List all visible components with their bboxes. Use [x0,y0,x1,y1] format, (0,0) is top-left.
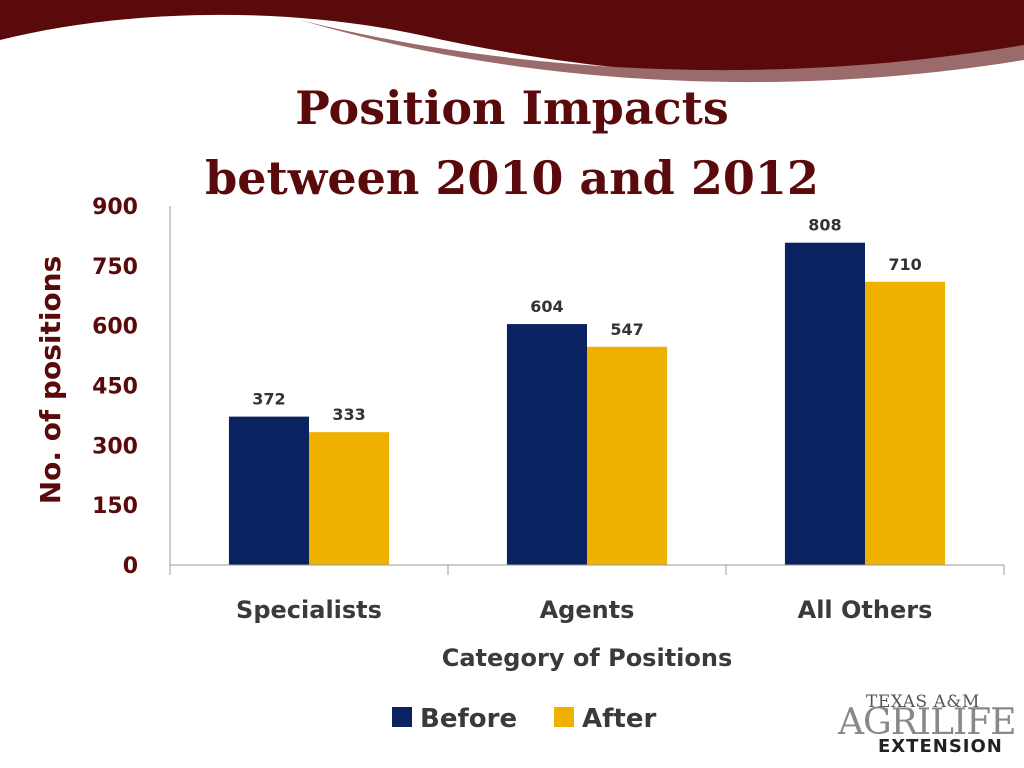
legend-swatch-before [392,707,412,727]
y-axis-title: No. of positions [34,256,67,505]
banner-wave-light [300,20,1024,83]
bar-before-agents [506,324,587,565]
x-tick-label: Specialists [236,596,382,624]
x-axis-category-labels: Specialists Agents All Others [236,596,932,624]
data-label: 710 [888,255,921,274]
data-label: 808 [808,216,841,235]
y-tick-label: 750 [92,255,138,280]
x-axis-title: Category of Positions [442,644,733,672]
banner-wave-dark [0,0,1024,77]
legend-swatch-after [554,707,574,727]
y-tick-label: 900 [92,195,138,220]
bar-after-agents [587,346,668,565]
y-tick-label: 300 [92,434,138,459]
legend-label-before: Before [420,704,517,734]
x-tick-label: Agents [540,596,635,624]
chart-bars [228,242,946,565]
header-banner [0,0,1024,83]
bar-after-specialists [309,432,390,565]
chart-legend: Before After [392,704,656,734]
slide-title-line1: Position Impacts [295,81,729,135]
data-label: 333 [332,405,365,424]
chart-data-labels: 372 333 604 547 808 710 [252,216,921,424]
agrilife-extension-logo: TEXAS A&M AGRILIFE EXTENSION [836,690,1016,760]
bar-before-specialists [228,416,309,565]
y-tick-label: 150 [92,494,138,519]
logo-line1: TEXAS A&M [866,692,980,712]
y-axis-ticks: 0 150 300 450 600 750 900 [92,195,138,579]
y-tick-label: 450 [92,375,138,400]
bar-after-all-others [865,281,946,565]
bar-before-all-others [784,242,865,565]
data-label: 547 [610,320,643,339]
y-tick-label: 600 [92,315,138,340]
data-label: 372 [252,390,285,409]
logo-line3: EXTENSION [878,736,1003,757]
legend-label-after: After [582,704,656,734]
slide-title-line2: between 2010 and 2012 [205,151,819,205]
data-label: 604 [530,297,563,316]
x-tick-label: All Others [798,596,933,624]
chart-axes [169,206,1005,575]
logo-line2: AGRILIFE [838,702,1016,743]
y-tick-label: 0 [123,554,138,579]
